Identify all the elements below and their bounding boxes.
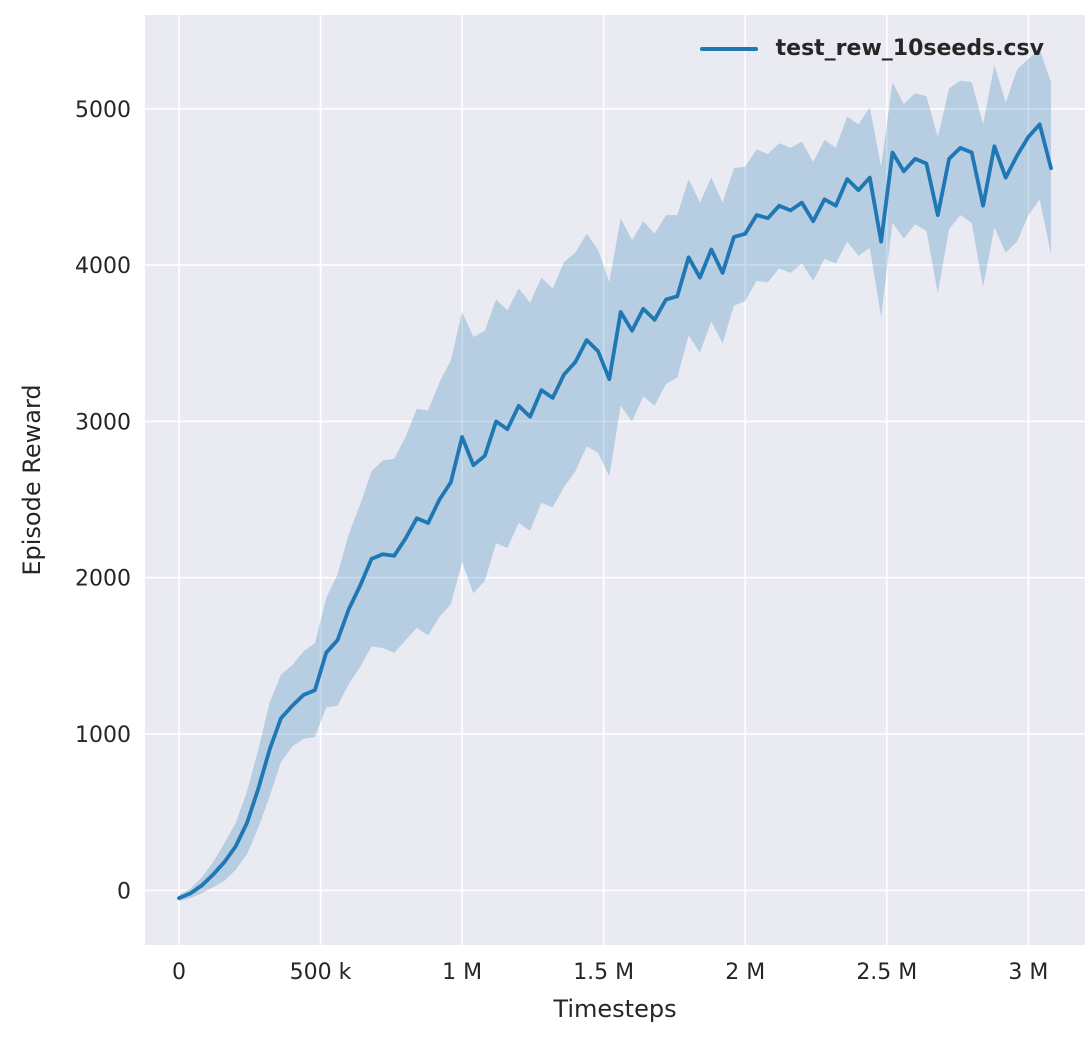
- confidence-band: [179, 49, 1051, 902]
- legend-line-swatch: [699, 46, 758, 51]
- x-tick-label: 3 M: [1008, 960, 1048, 985]
- x-tick-label: 0: [172, 960, 186, 985]
- y-tick-label: 3000: [75, 410, 131, 435]
- y-axis-label: Episode Reward: [18, 384, 46, 576]
- legend-label: test_rew_10seeds.csv: [775, 36, 1044, 61]
- x-tick-label: 2.5 M: [856, 960, 917, 985]
- legend: test_rew_10seeds.csv: [699, 36, 1044, 61]
- y-tick-label: 2000: [75, 567, 131, 592]
- y-tick-label: 0: [117, 879, 131, 904]
- y-tick-label: 5000: [75, 98, 131, 123]
- y-tick-label: 1000: [75, 723, 131, 748]
- y-tick-label: 4000: [75, 254, 131, 279]
- x-axis-label: Timesteps: [553, 995, 677, 1023]
- x-tick-label: 2 M: [725, 960, 765, 985]
- x-tick-label: 1 M: [442, 960, 482, 985]
- x-tick-label: 500 k: [290, 960, 352, 985]
- mean-line: [177, 122, 1053, 900]
- x-tick-label: 1.5 M: [573, 960, 634, 985]
